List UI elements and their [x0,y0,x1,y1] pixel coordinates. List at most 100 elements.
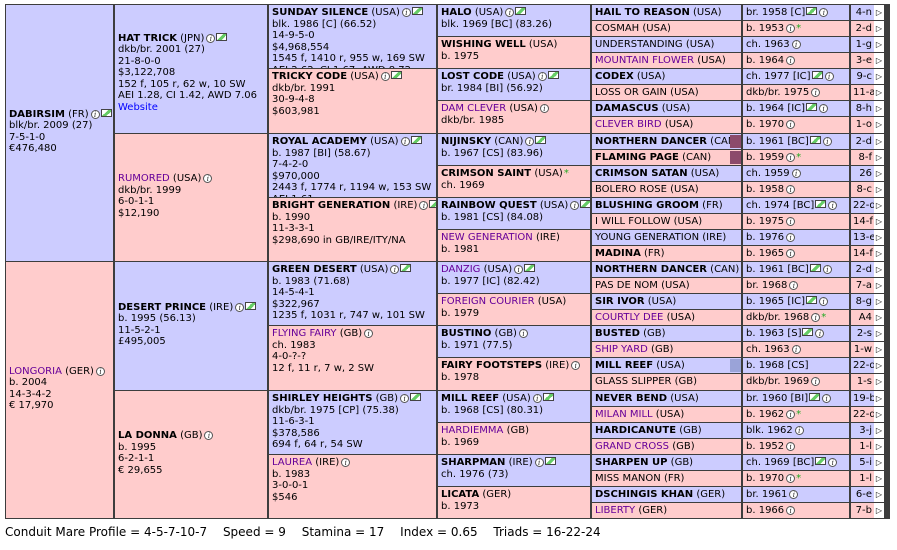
info-icon[interactable]: i [819,8,829,17]
family-number-cell[interactable]: 1-g ▷ [851,37,884,52]
gen5-horse-name-cell[interactable]: HAIL TO REASON (USA) [592,5,741,20]
info-icon[interactable]: i [828,458,838,467]
gen3-horse-cell[interactable]: TRICKY CODE (USA) i dkb/br. 1991 30-9-4-8 $6… [269,69,436,133]
expand-arrow-icon[interactable]: ▷ [874,21,884,36]
family-number-cell[interactable]: 2-d ▷ [851,262,884,277]
info-icon[interactable]: i [570,201,580,210]
family-number-cell[interactable]: 22-d ▷ [851,198,884,213]
expand-arrow-icon[interactable]: ▷ [874,326,884,341]
horse-name[interactable]: LA DONNA [118,430,177,441]
horse-name[interactable]: BLUSHING GROOM [595,200,699,211]
expand-arrow-icon[interactable]: ▷ [874,439,884,454]
horse-name[interactable]: LOSS OR GAIN [595,87,667,98]
horse-name[interactable]: DAM CLEVER [441,103,507,114]
info-icon[interactable]: i [235,302,245,312]
gen3-horse-cell[interactable]: FLYING FAIRY (GB) i ch. 1983 4-0-?-? 12 f, 1… [269,326,436,390]
gen5-horse-name-cell[interactable]: SIR IVOR (USA) [592,294,741,309]
gen3-horse-cell[interactable]: LAUREA (IRE) i b. 1983 3-0-0-1 $546 [269,455,436,518]
photo-icon[interactable] [815,457,827,465]
horse-name[interactable]: NIJINSKY [441,136,492,147]
photo-icon[interactable] [809,264,821,272]
family-number-cell[interactable]: A4 ▷ [851,310,884,325]
info-icon[interactable]: i [815,329,825,338]
family-number-cell[interactable]: 9-c ▷ [851,69,884,84]
horse-name[interactable]: MOUNTAIN FLOWER [595,55,695,66]
horse-name[interactable]: BOLERO ROSE [595,184,667,195]
family-number-cell[interactable]: 3-e ▷ [851,53,884,68]
photo-icon[interactable] [811,71,823,79]
info-icon[interactable]: i [514,265,524,274]
gen1-horse-cell[interactable]: LONGORIA (GER) i b. 2004 14-3-4-2 € 17,970 [6,262,113,518]
gen5-horse-name-cell[interactable]: BLUSHING GROOM (FR) [592,198,741,213]
info-icon[interactable]: i [786,56,796,65]
expand-arrow-icon[interactable]: ▷ [874,198,884,213]
info-icon[interactable]: i [822,137,832,146]
info-icon[interactable]: i [539,104,549,113]
photo-icon[interactable] [524,264,536,272]
info-icon[interactable]: i [532,394,542,403]
info-icon[interactable]: i [571,361,581,370]
gen5-horse-name-cell[interactable]: MOUNTAIN FLOWER (USA) [592,53,741,68]
info-icon[interactable]: i [824,72,834,81]
expand-arrow-icon[interactable]: ▷ [874,85,884,100]
gen5-horse-name-cell[interactable]: SHARPEN UP (GB) [592,455,741,470]
horse-name[interactable]: BUSTINO [441,328,492,339]
family-number-cell[interactable]: 8-f ▷ [851,150,884,165]
photo-icon[interactable] [806,7,818,15]
horse-name[interactable]: NORTHERN DANCER [595,264,707,275]
info-icon[interactable]: i [390,265,400,274]
family-number-cell[interactable]: 2-d ▷ [851,134,884,149]
gen5-horse-name-cell[interactable]: I WILL FOLLOW (USA) [592,214,741,229]
gen5-horse-name-cell[interactable]: SHIP YARD (GB) [592,342,741,357]
horse-name[interactable]: SUNDAY SILENCE [272,7,369,18]
gen5-horse-name-cell[interactable]: CRIMSON SATAN (USA) [592,166,741,181]
website-link[interactable]: Website [118,101,158,113]
photo-icon[interactable] [245,301,257,310]
photo-icon[interactable] [410,136,422,144]
info-icon[interactable]: i [203,174,213,183]
gen5-horse-name-cell[interactable]: COURTLY DEE (USA) [592,310,741,325]
horse-name[interactable]: HARDICANUTE [595,425,677,436]
photo-icon[interactable] [806,103,818,111]
info-icon[interactable]: i [95,366,105,376]
horse-name[interactable]: MISS MANON [595,473,661,484]
gen5-horse-name-cell[interactable]: DSCHINGIS KHAN (GER) [592,487,741,502]
info-icon[interactable]: i [364,329,374,338]
family-number-cell[interactable]: 2-d ▷ [851,21,884,36]
photo-icon[interactable] [216,32,228,41]
family-number-cell[interactable]: 5-i ▷ [851,455,884,470]
family-number-cell[interactable]: 1-s ▷ [851,374,884,390]
family-number-cell[interactable]: 1-o ▷ [851,117,884,133]
gen2-horse-cell[interactable]: HAT TRICK (JPN) i dkb/br. 2001 (27) 21-8-0-… [115,5,267,133]
gen3-horse-cell[interactable]: ROYAL ACADEMY (USA) i b. 1987 [BI] (58.67)… [269,134,436,197]
family-number-cell[interactable]: 13-e ▷ [851,230,884,245]
expand-arrow-icon[interactable]: ▷ [874,391,884,406]
gen4-horse-cell[interactable]: BUSTINO (GB) i b. 1971 (77.5) [438,326,590,357]
info-icon[interactable]: i [789,281,799,290]
family-number-cell[interactable]: 22-d ▷ [851,407,884,422]
horse-name[interactable]: FAIRY FOOTSTEPS [441,360,543,371]
photo-icon[interactable] [806,296,818,304]
horse-name[interactable]: MILL REEF [595,360,654,371]
info-icon[interactable]: i [537,72,547,81]
horse-name[interactable]: FLYING FAIRY [272,328,337,339]
info-icon[interactable]: i [791,169,801,178]
gen4-horse-cell[interactable]: DANZIG (USA) i b. 1977 [IC] (82.42) [438,262,590,293]
family-number-cell[interactable]: 7-b ▷ [851,503,884,518]
info-icon[interactable]: i [828,201,838,210]
horse-name[interactable]: MILAN MILL [595,409,653,420]
info-icon[interactable]: i [811,313,821,322]
horse-name[interactable]: LONGORIA [9,365,62,377]
gen5-horse-name-cell[interactable]: UNDERSTANDING (USA) [592,37,741,52]
horse-name[interactable]: NORTHERN DANCER [595,136,707,147]
expand-arrow-icon[interactable]: ▷ [874,101,884,116]
horse-name[interactable]: WISHING WELL [441,39,526,50]
horse-name[interactable]: TRICKY CODE [272,71,348,82]
gen5-horse-name-cell[interactable]: CLEVER BIRD (USA) [592,117,741,133]
expand-arrow-icon[interactable]: ▷ [874,487,884,502]
expand-arrow-icon[interactable]: ▷ [874,246,884,261]
gen5-horse-name-cell[interactable]: CODEX (USA) [592,69,741,84]
gen4-horse-cell[interactable]: FOREIGN COURIER (USA) b. 1979 [438,294,590,325]
gen3-horse-cell[interactable]: SHIRLEY HEIGHTS (GB) i dkb/br. 1975 [CP] (… [269,391,436,454]
family-number-cell[interactable]: 22-d ▷ [851,358,884,373]
